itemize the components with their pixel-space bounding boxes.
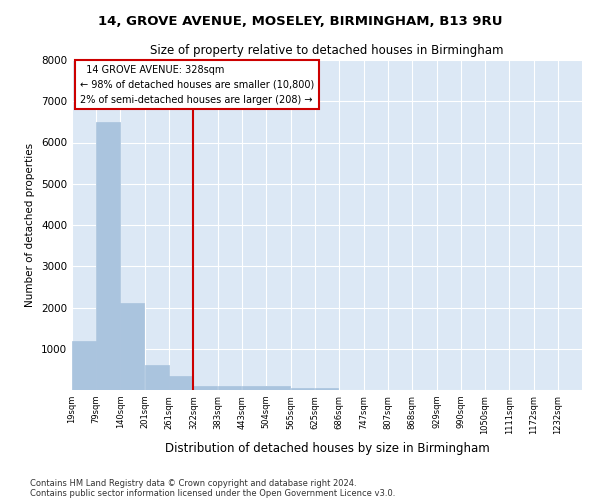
Bar <box>291 388 314 390</box>
Title: Size of property relative to detached houses in Birmingham: Size of property relative to detached ho… <box>150 44 504 58</box>
Bar <box>242 386 266 390</box>
Text: Contains public sector information licensed under the Open Government Licence v3: Contains public sector information licen… <box>30 488 395 498</box>
X-axis label: Distribution of detached houses by size in Birmingham: Distribution of detached houses by size … <box>164 442 490 455</box>
Text: 14 GROVE AVENUE: 328sqm
← 98% of detached houses are smaller (10,800)
2% of semi: 14 GROVE AVENUE: 328sqm ← 98% of detache… <box>80 65 314 104</box>
Bar <box>72 340 95 390</box>
Bar <box>315 388 338 390</box>
Text: Contains HM Land Registry data © Crown copyright and database right 2024.: Contains HM Land Registry data © Crown c… <box>30 478 356 488</box>
Bar <box>266 386 290 390</box>
Bar <box>193 386 217 390</box>
Bar <box>96 122 119 390</box>
Bar <box>121 304 144 390</box>
Bar <box>169 376 193 390</box>
Y-axis label: Number of detached properties: Number of detached properties <box>25 143 35 307</box>
Bar <box>218 386 241 390</box>
Bar <box>145 365 169 390</box>
Text: 14, GROVE AVENUE, MOSELEY, BIRMINGHAM, B13 9RU: 14, GROVE AVENUE, MOSELEY, BIRMINGHAM, B… <box>98 15 502 28</box>
